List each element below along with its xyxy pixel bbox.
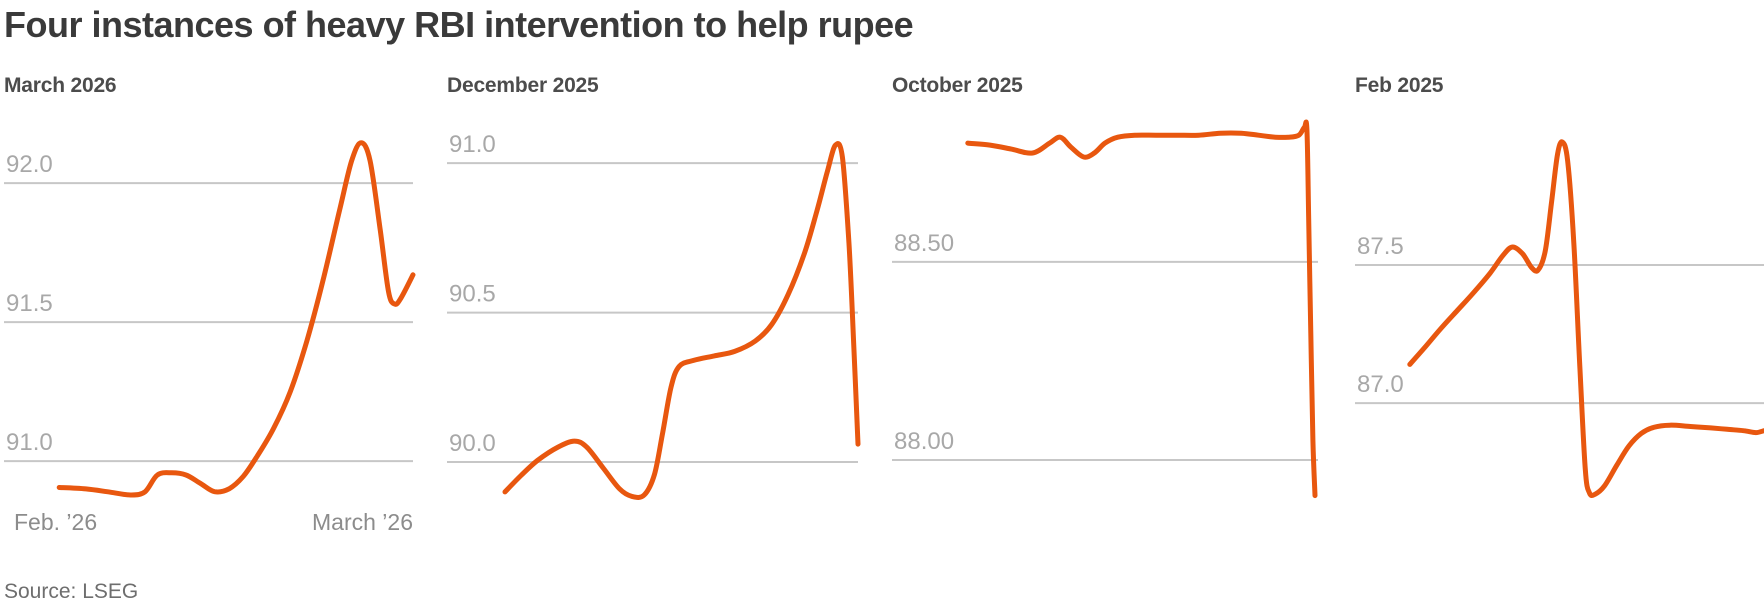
y-axis-label: 91.0 [449, 131, 496, 158]
y-axis-label: 91.5 [6, 290, 53, 317]
y-axis-label: 88.00 [894, 428, 954, 455]
y-axis-label: 87.0 [1357, 371, 1404, 398]
panel-october-2025: October 2025 88.50 88.00 [892, 0, 1318, 606]
y-axis-label: 88.50 [894, 230, 954, 257]
y-axis-label: 90.0 [449, 430, 496, 457]
chart-title: Four instances of heavy RBI intervention… [4, 4, 914, 45]
chart-plot-december-2025: 91.0 90.5 90.0 [447, 131, 861, 500]
price-line [56, 140, 416, 498]
y-axis-label: 92.0 [6, 151, 53, 178]
panel-march-2026: March 2026 92.0 91.5 91.0 Feb. ’26 March ’… [4, 0, 416, 606]
panel-title-december-2025: December 2025 [447, 74, 599, 97]
chart-plot-march-2026: 92.0 91.5 91.0 [4, 140, 416, 498]
x-axis-label-end: March ’26 [312, 509, 413, 535]
panel-feb-2025: Feb 2025 87.5 87.0 [1355, 0, 1764, 606]
x-axis-label-start: Feb. ’26 [14, 509, 98, 535]
price-line [502, 141, 861, 500]
y-axis-label: 91.0 [6, 429, 53, 456]
source-attribution: Source: LSEG [4, 580, 139, 603]
panel-title-october-2025: October 2025 [892, 74, 1023, 97]
panel-title-march-2026: March 2026 [4, 74, 117, 97]
chart-plot-october-2025: 88.50 88.00 [892, 119, 1318, 499]
panel-december-2025: December 2025 91.0 90.5 90.0 [447, 0, 861, 606]
y-axis-label: 90.5 [449, 281, 496, 308]
price-line [1407, 139, 1764, 498]
y-axis-label: 87.5 [1357, 233, 1404, 260]
panel-title-feb-2025: Feb 2025 [1355, 74, 1444, 97]
chart-plot-feb-2025: 87.5 87.0 [1355, 139, 1764, 498]
price-line [965, 119, 1318, 499]
x-axis-labels: Feb. ’26 March ’26 [4, 509, 413, 536]
